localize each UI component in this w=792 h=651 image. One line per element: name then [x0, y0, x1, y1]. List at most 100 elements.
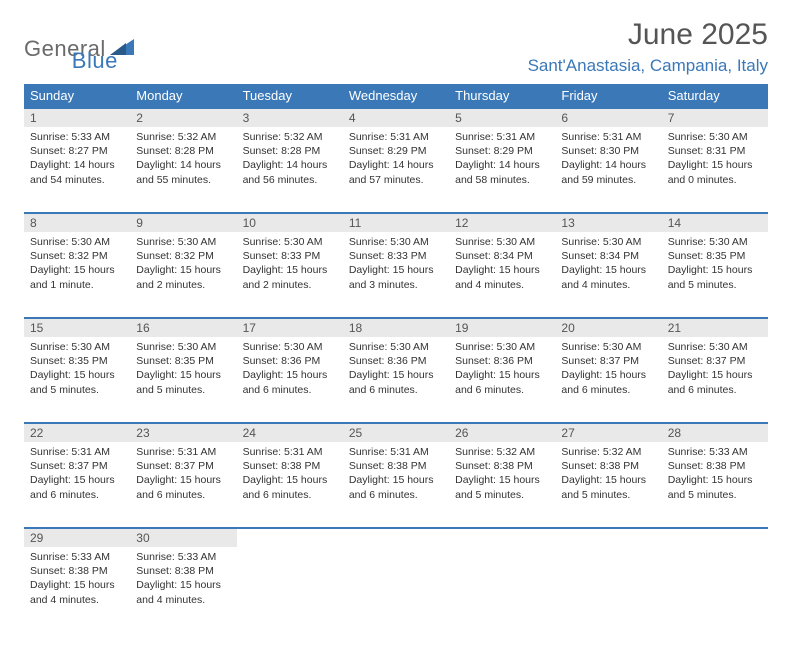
daylight-line: Daylight: 15 hours and 2 minutes. — [136, 263, 230, 291]
daylight-line: Daylight: 15 hours and 6 minutes. — [30, 473, 124, 501]
day-content-row: Sunrise: 5:31 AMSunset: 8:37 PMDaylight:… — [24, 442, 768, 528]
sunset-line: Sunset: 8:38 PM — [349, 459, 443, 473]
day-number-cell — [555, 528, 661, 547]
day-number-cell: 17 — [237, 318, 343, 337]
day-number-cell: 7 — [662, 108, 768, 127]
day-number-cell: 3 — [237, 108, 343, 127]
day-content-cell: Sunrise: 5:30 AMSunset: 8:32 PMDaylight:… — [24, 232, 130, 318]
day-content-cell: Sunrise: 5:31 AMSunset: 8:38 PMDaylight:… — [237, 442, 343, 528]
day-content-cell: Sunrise: 5:30 AMSunset: 8:33 PMDaylight:… — [237, 232, 343, 318]
daylight-line: Daylight: 15 hours and 6 minutes. — [668, 368, 762, 396]
sunset-line: Sunset: 8:33 PM — [349, 249, 443, 263]
day-content-cell: Sunrise: 5:30 AMSunset: 8:32 PMDaylight:… — [130, 232, 236, 318]
day-content-cell: Sunrise: 5:32 AMSunset: 8:28 PMDaylight:… — [130, 127, 236, 213]
sunset-line: Sunset: 8:34 PM — [455, 249, 549, 263]
daylight-line: Daylight: 15 hours and 4 minutes. — [136, 578, 230, 606]
daylight-line: Daylight: 15 hours and 0 minutes. — [668, 158, 762, 186]
daylight-line: Daylight: 15 hours and 3 minutes. — [349, 263, 443, 291]
daylight-line: Daylight: 15 hours and 6 minutes. — [561, 368, 655, 396]
day-content-cell: Sunrise: 5:31 AMSunset: 8:30 PMDaylight:… — [555, 127, 661, 213]
sunset-line: Sunset: 8:36 PM — [243, 354, 337, 368]
daylight-line: Daylight: 15 hours and 5 minutes. — [455, 473, 549, 501]
sunrise-line: Sunrise: 5:31 AM — [349, 130, 443, 144]
day-content-cell: Sunrise: 5:30 AMSunset: 8:36 PMDaylight:… — [343, 337, 449, 423]
sunrise-line: Sunrise: 5:32 AM — [136, 130, 230, 144]
day-number-cell: 11 — [343, 213, 449, 232]
day-content-cell — [662, 547, 768, 633]
day-number-cell — [237, 528, 343, 547]
day-content-cell — [237, 547, 343, 633]
sunset-line: Sunset: 8:36 PM — [349, 354, 443, 368]
sunrise-line: Sunrise: 5:30 AM — [243, 235, 337, 249]
daylight-line: Daylight: 15 hours and 6 minutes. — [349, 368, 443, 396]
day-number-cell: 2 — [130, 108, 236, 127]
day-content-cell: Sunrise: 5:30 AMSunset: 8:36 PMDaylight:… — [449, 337, 555, 423]
sunset-line: Sunset: 8:35 PM — [30, 354, 124, 368]
sunset-line: Sunset: 8:34 PM — [561, 249, 655, 263]
day-number-cell: 22 — [24, 423, 130, 442]
sunset-line: Sunset: 8:38 PM — [243, 459, 337, 473]
logo: General Blue — [24, 18, 118, 74]
sunset-line: Sunset: 8:32 PM — [136, 249, 230, 263]
daylight-line: Daylight: 15 hours and 6 minutes. — [136, 473, 230, 501]
sunrise-line: Sunrise: 5:31 AM — [243, 445, 337, 459]
day-number-cell: 10 — [237, 213, 343, 232]
sunrise-line: Sunrise: 5:30 AM — [455, 235, 549, 249]
sunrise-line: Sunrise: 5:30 AM — [561, 235, 655, 249]
day-content-row: Sunrise: 5:30 AMSunset: 8:32 PMDaylight:… — [24, 232, 768, 318]
daylight-line: Daylight: 14 hours and 55 minutes. — [136, 158, 230, 186]
daylight-line: Daylight: 14 hours and 56 minutes. — [243, 158, 337, 186]
sunrise-line: Sunrise: 5:31 AM — [30, 445, 124, 459]
sunset-line: Sunset: 8:38 PM — [668, 459, 762, 473]
day-number-cell: 4 — [343, 108, 449, 127]
sunset-line: Sunset: 8:37 PM — [30, 459, 124, 473]
sunrise-line: Sunrise: 5:31 AM — [136, 445, 230, 459]
daylight-line: Daylight: 15 hours and 5 minutes. — [668, 263, 762, 291]
sunrise-line: Sunrise: 5:31 AM — [561, 130, 655, 144]
day-content-row: Sunrise: 5:33 AMSunset: 8:27 PMDaylight:… — [24, 127, 768, 213]
sunrise-line: Sunrise: 5:33 AM — [668, 445, 762, 459]
day-content-cell: Sunrise: 5:31 AMSunset: 8:38 PMDaylight:… — [343, 442, 449, 528]
day-content-cell: Sunrise: 5:31 AMSunset: 8:29 PMDaylight:… — [449, 127, 555, 213]
sunrise-line: Sunrise: 5:33 AM — [30, 130, 124, 144]
sunrise-line: Sunrise: 5:30 AM — [243, 340, 337, 354]
day-content-cell: Sunrise: 5:31 AMSunset: 8:37 PMDaylight:… — [24, 442, 130, 528]
sunset-line: Sunset: 8:29 PM — [455, 144, 549, 158]
sunset-line: Sunset: 8:38 PM — [561, 459, 655, 473]
day-content-cell — [449, 547, 555, 633]
day-content-cell: Sunrise: 5:33 AMSunset: 8:27 PMDaylight:… — [24, 127, 130, 213]
sunset-line: Sunset: 8:28 PM — [136, 144, 230, 158]
calendar-page: General Blue June 2025 Sant'Anastasia, C… — [0, 0, 792, 651]
sunrise-line: Sunrise: 5:30 AM — [349, 340, 443, 354]
weekday-header-row: Sunday Monday Tuesday Wednesday Thursday… — [24, 84, 768, 108]
daylight-line: Daylight: 15 hours and 4 minutes. — [455, 263, 549, 291]
day-number-cell: 25 — [343, 423, 449, 442]
weekday-header: Friday — [555, 84, 661, 108]
weekday-header: Thursday — [449, 84, 555, 108]
daylight-line: Daylight: 14 hours and 54 minutes. — [30, 158, 124, 186]
day-number-cell: 29 — [24, 528, 130, 547]
day-number-row: 15161718192021 — [24, 318, 768, 337]
sunset-line: Sunset: 8:33 PM — [243, 249, 337, 263]
sunset-line: Sunset: 8:38 PM — [455, 459, 549, 473]
daylight-line: Daylight: 15 hours and 1 minute. — [30, 263, 124, 291]
weekday-header: Monday — [130, 84, 236, 108]
day-number-cell: 13 — [555, 213, 661, 232]
sunrise-line: Sunrise: 5:30 AM — [136, 235, 230, 249]
sunset-line: Sunset: 8:32 PM — [30, 249, 124, 263]
day-content-cell: Sunrise: 5:30 AMSunset: 8:37 PMDaylight:… — [555, 337, 661, 423]
sunrise-line: Sunrise: 5:30 AM — [349, 235, 443, 249]
logo-word-blue: Blue — [72, 48, 118, 74]
daylight-line: Daylight: 15 hours and 6 minutes. — [455, 368, 549, 396]
day-content-cell: Sunrise: 5:30 AMSunset: 8:33 PMDaylight:… — [343, 232, 449, 318]
sunrise-line: Sunrise: 5:30 AM — [668, 130, 762, 144]
day-content-cell — [343, 547, 449, 633]
daylight-line: Daylight: 15 hours and 2 minutes. — [243, 263, 337, 291]
day-number-cell: 20 — [555, 318, 661, 337]
sunset-line: Sunset: 8:29 PM — [349, 144, 443, 158]
title-block: June 2025 Sant'Anastasia, Campania, Ital… — [528, 18, 768, 76]
sunrise-line: Sunrise: 5:33 AM — [136, 550, 230, 564]
daylight-line: Daylight: 15 hours and 5 minutes. — [136, 368, 230, 396]
day-content-cell: Sunrise: 5:33 AMSunset: 8:38 PMDaylight:… — [662, 442, 768, 528]
sunset-line: Sunset: 8:28 PM — [243, 144, 337, 158]
